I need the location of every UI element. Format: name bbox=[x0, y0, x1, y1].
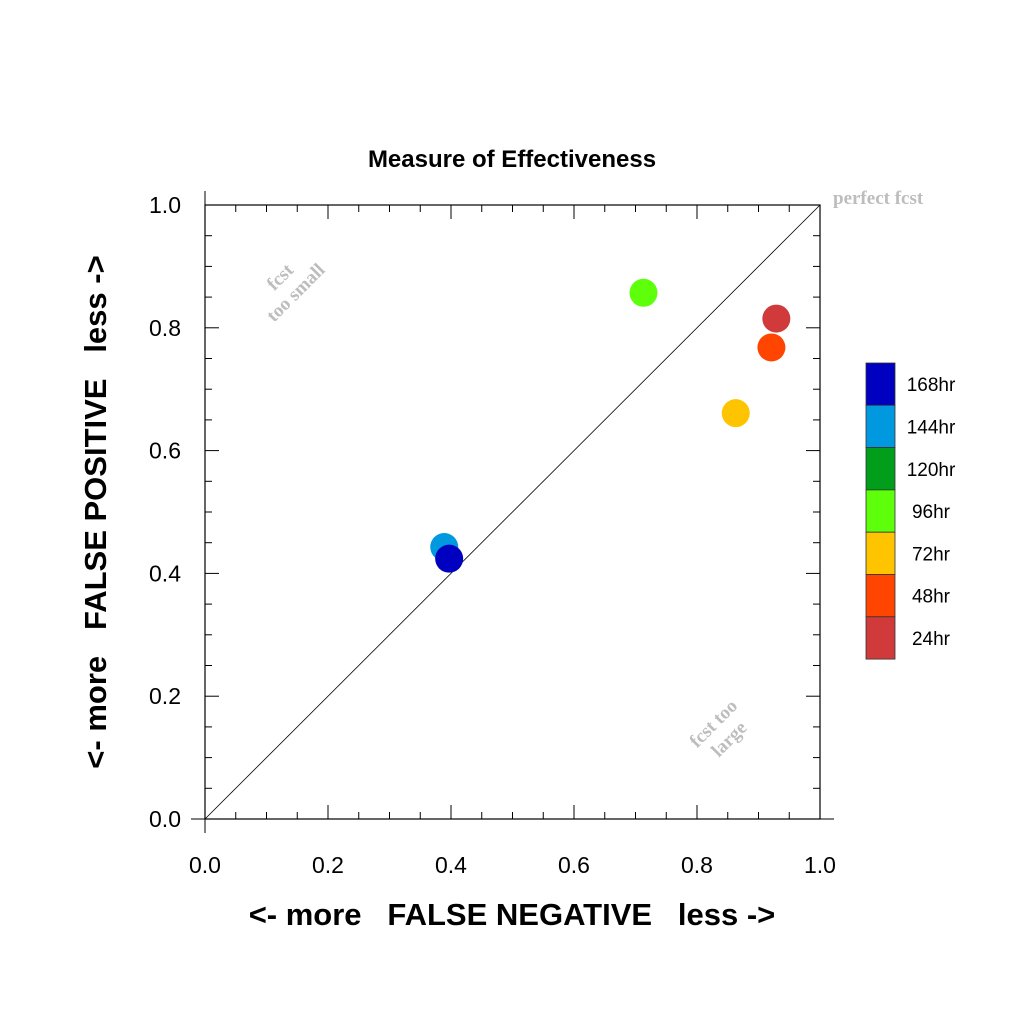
y-tick-label: 0.2 bbox=[149, 683, 181, 709]
legend-swatch-96hr bbox=[865, 489, 896, 533]
y-tick-label: 0.6 bbox=[149, 438, 181, 464]
legend-label-72hr: 72hr bbox=[912, 544, 951, 565]
legend-label-120hr: 120hr bbox=[907, 460, 956, 481]
y-tick-labels: 0.0 0.2 0.4 0.6 0.8 1.0 bbox=[149, 192, 181, 832]
point-96hr bbox=[629, 278, 658, 307]
y-axis-label: <- more FALSE POSITIVE less -> bbox=[78, 255, 113, 768]
point-168hr bbox=[435, 544, 464, 573]
legend: 168hr 144hr 120hr 96hr 72hr 48hr 24hr bbox=[865, 362, 956, 660]
y-tick-label: 0.4 bbox=[149, 560, 181, 586]
axis-ticks bbox=[191, 191, 834, 833]
legend-label-168hr: 168hr bbox=[907, 375, 956, 396]
x-tick-label: 0.6 bbox=[558, 852, 590, 878]
legend-label-96hr: 96hr bbox=[912, 502, 951, 523]
x-tick-labels: 0.0 0.2 0.4 0.6 0.8 1.0 bbox=[189, 852, 836, 878]
legend-swatch-144hr bbox=[865, 404, 896, 448]
legend-swatch-168hr bbox=[865, 362, 896, 406]
y-tick-label: 0.0 bbox=[149, 806, 181, 832]
point-24hr bbox=[762, 304, 791, 333]
x-tick-label: 0.8 bbox=[681, 852, 713, 878]
x-axis-label: <- more FALSE NEGATIVE less -> bbox=[249, 897, 776, 932]
legend-swatch-72hr bbox=[865, 531, 896, 575]
y-tick-label: 0.8 bbox=[149, 315, 181, 341]
legend-label-24hr: 24hr bbox=[912, 629, 951, 650]
y-tick-label: 1.0 bbox=[149, 192, 181, 218]
legend-label-144hr: 144hr bbox=[907, 417, 956, 438]
point-48hr bbox=[757, 333, 786, 362]
point-72hr bbox=[721, 399, 750, 428]
legend-swatch-120hr bbox=[865, 447, 896, 491]
x-tick-label: 0.0 bbox=[189, 852, 221, 878]
data-points bbox=[430, 278, 791, 573]
legend-label-48hr: 48hr bbox=[912, 587, 951, 608]
x-tick-label: 1.0 bbox=[804, 852, 836, 878]
forecast-too-small-annotation: fcst too small bbox=[263, 259, 330, 326]
x-tick-label: 0.4 bbox=[435, 852, 467, 878]
perfect-forecast-annotation: perfect fcst bbox=[833, 188, 924, 209]
chart-title: Measure of Effectiveness bbox=[368, 146, 656, 173]
forecast-too-large-annotation: fcst too large bbox=[686, 696, 752, 762]
perfect-forecast-diagonal bbox=[204, 204, 821, 820]
legend-swatch-48hr bbox=[865, 574, 896, 618]
x-tick-label: 0.2 bbox=[312, 852, 344, 878]
legend-swatch-24hr bbox=[865, 616, 896, 660]
